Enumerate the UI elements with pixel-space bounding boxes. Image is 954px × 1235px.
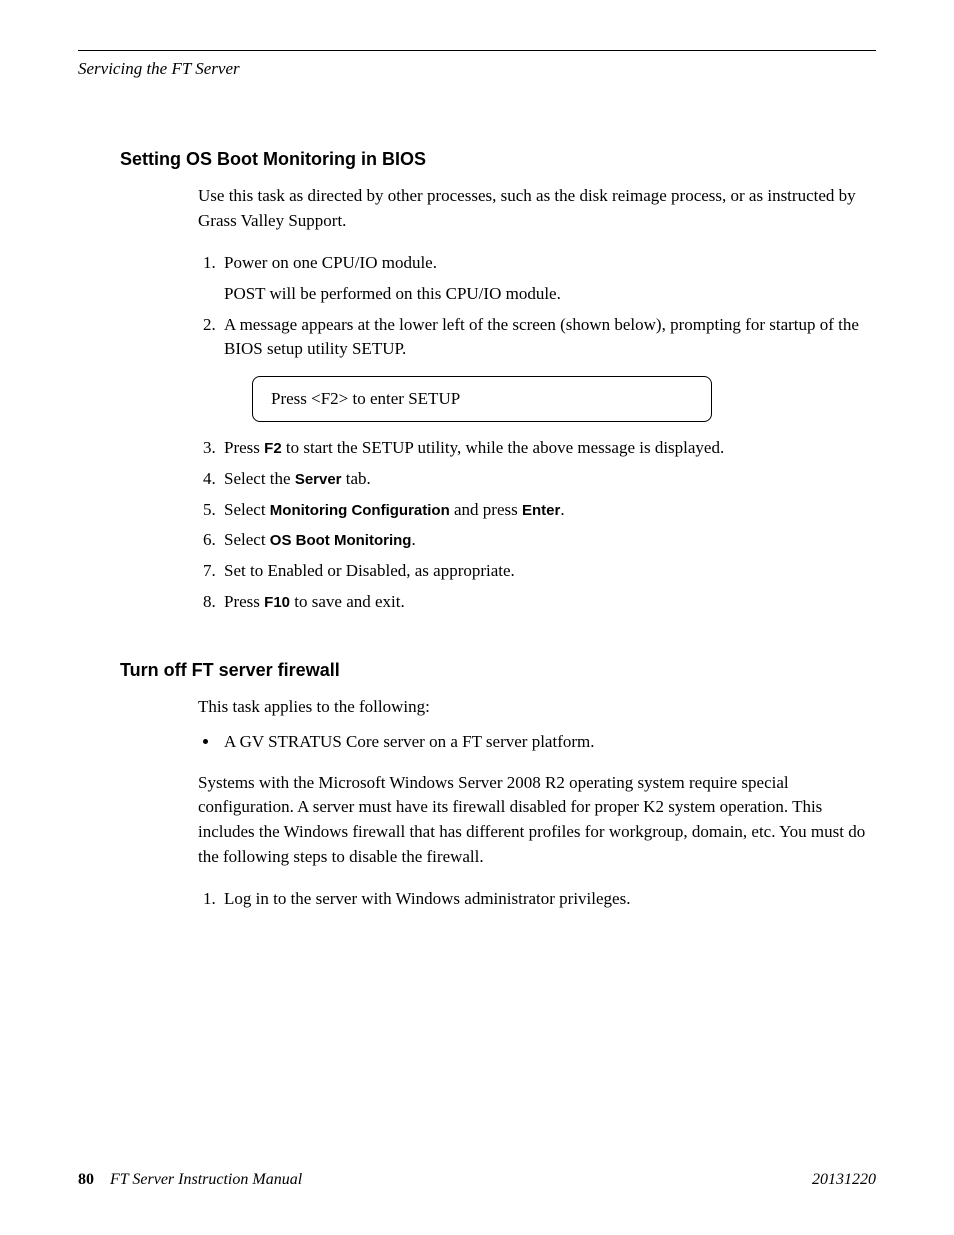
page-number: 80 [78,1171,94,1188]
step-6-end: . [411,530,415,549]
footer-date: 20131220 [812,1171,876,1189]
step-3b: to start the SETUP utility, while the ab… [282,438,725,457]
step-4: Select the Server tab. [220,467,870,492]
bullet-1: A GV STRATUS Core server on a FT server … [220,730,870,755]
section2-intro: This task applies to the following: [198,695,870,720]
step-3a: Press [224,438,264,457]
section1-intro: Use this task as directed by other proce… [198,184,870,233]
bios-prompt-box: Press <F2> to enter SETUP [252,376,712,423]
page-footer: 80 FT Server Instruction Manual 20131220 [78,1171,876,1189]
step-8b: to save and exit. [290,592,405,611]
step-5-end: . [560,500,564,519]
step-5a: Select [224,500,270,519]
step-6: Select OS Boot Monitoring. [220,528,870,553]
step-5: Select Monitoring Configuration and pres… [220,498,870,523]
step-1-text: Power on one CPU/IO module. [224,253,437,272]
running-header: Servicing the FT Server [78,59,876,79]
step-2: A message appears at the lower left of t… [220,313,870,423]
step-3-key: F2 [264,440,282,457]
step-5-key2: Enter [522,502,560,519]
manual-title: FT Server Instruction Manual [110,1171,302,1188]
section2-para: Systems with the Microsoft Windows Serve… [198,771,870,870]
step-5-key1: Monitoring Configuration [270,502,450,519]
step-6a: Select [224,530,270,549]
step-5-mid: and press [450,500,522,519]
footer-left: 80 FT Server Instruction Manual [78,1171,302,1189]
s2-step-1: Log in to the server with Windows admini… [220,887,870,912]
step-1: Power on one CPU/IO module. POST will be… [220,251,870,306]
section-heading-bios: Setting OS Boot Monitoring in BIOS [120,149,876,170]
step-2-text: A message appears at the lower left of t… [224,315,859,359]
section2-steps: Log in to the server with Windows admini… [198,887,870,912]
step-4a: Select the [224,469,295,488]
step-1-sub: POST will be performed on this CPU/IO mo… [224,282,870,307]
step-4b: tab. [342,469,371,488]
section1-steps: Power on one CPU/IO module. POST will be… [198,251,870,614]
header-rule [78,50,876,51]
step-7-text: Set to Enabled or Disabled, as appropria… [224,561,515,580]
step-8: Press F10 to save and exit. [220,590,870,615]
step-4-key: Server [295,471,342,488]
section2-bullets: A GV STRATUS Core server on a FT server … [198,730,870,755]
step-8-key: F10 [264,594,290,611]
step-8a: Press [224,592,264,611]
section-heading-firewall: Turn off FT server firewall [120,660,876,681]
step-6-key: OS Boot Monitoring [270,532,412,549]
step-3: Press F2 to start the SETUP utility, whi… [220,436,870,461]
step-7: Set to Enabled or Disabled, as appropria… [220,559,870,584]
